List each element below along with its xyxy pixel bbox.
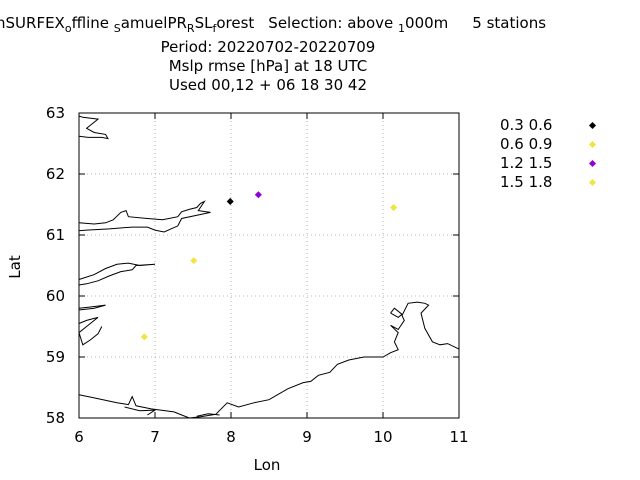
coastline-segment xyxy=(78,115,109,140)
x-axis-label: Lon xyxy=(254,456,281,474)
coastline-segment xyxy=(196,413,220,417)
coastline xyxy=(78,115,460,419)
station-point xyxy=(390,204,398,212)
coastline-segment xyxy=(390,307,403,319)
x-tick-label: 9 xyxy=(302,428,312,446)
station-point xyxy=(140,333,148,341)
y-tick-label: 61 xyxy=(46,226,65,244)
legend-label: 1.5 1.8 xyxy=(500,173,553,191)
legend-label: 0.3 0.6 xyxy=(500,116,553,134)
station-point xyxy=(226,197,234,205)
y-tick-label: 58 xyxy=(46,409,65,427)
x-tick-label: 10 xyxy=(373,428,392,446)
station-points xyxy=(140,191,398,341)
title-used: Used 00,12 + 06 18 30 42 xyxy=(168,76,367,94)
coastline-segment xyxy=(124,406,157,416)
title-metric: Mslp rmse [hPa] at 18 UTC xyxy=(168,57,368,75)
coastline-segment xyxy=(78,262,156,286)
y-axis-label: Lat xyxy=(6,255,24,279)
coastline-segment xyxy=(78,301,460,419)
x-tick-label: 6 xyxy=(74,428,84,446)
coastline-segment xyxy=(78,200,211,233)
x-tick-label: 11 xyxy=(449,428,468,446)
x-tick-label: 7 xyxy=(150,428,160,446)
plot-frame xyxy=(78,112,460,419)
axis-ticks: 6 7 8 9 10 11 58 59 60 61 62 63 xyxy=(46,104,469,446)
y-tick-label: 63 xyxy=(46,104,65,122)
title-stations: 5 stations xyxy=(472,14,547,32)
coastline-segment xyxy=(78,304,106,311)
y-tick-label: 60 xyxy=(46,287,65,305)
legend-label: 0.6 0.9 xyxy=(500,135,553,153)
legend-label: 1.2 1.5 xyxy=(500,154,553,172)
y-tick-label: 59 xyxy=(46,348,65,366)
coastline-segment xyxy=(78,316,103,346)
title-period: Period: 20220702-20220709 xyxy=(160,38,376,56)
title-selection: Selection: above 1000m xyxy=(268,14,449,35)
title-line-experiment: hSURFEXoffline SamuelPRRSLforest Selectio… xyxy=(0,14,547,35)
station-point xyxy=(190,257,198,265)
x-tick-label: 8 xyxy=(226,428,236,446)
y-tick-label: 62 xyxy=(46,165,65,183)
grid-lines xyxy=(79,113,459,418)
station-point xyxy=(254,191,262,199)
